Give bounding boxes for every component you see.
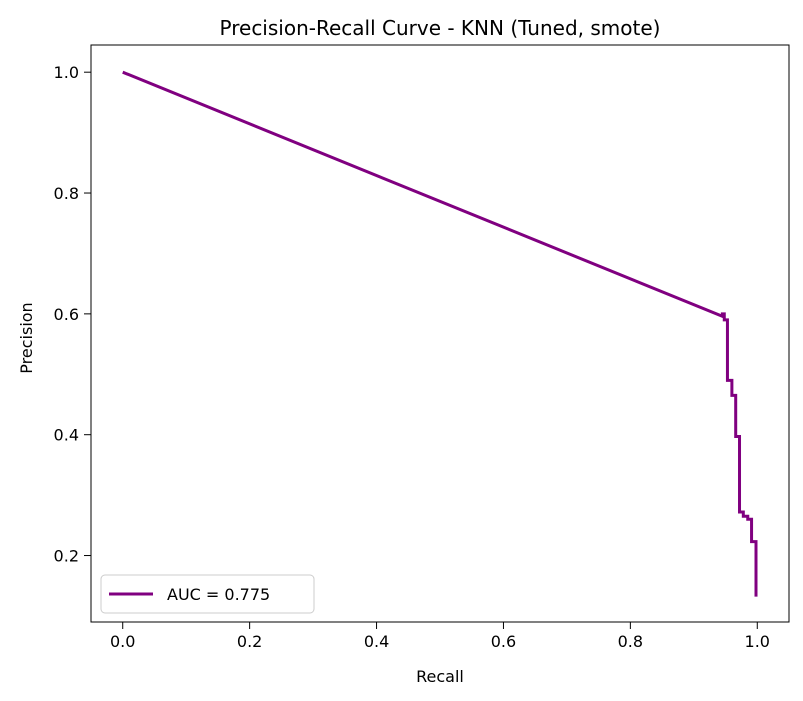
series-line-0 [122,70,758,597]
y-tick-label: 0.6 [54,305,79,324]
x-axis-label: Recall [416,667,464,686]
legend-label-0: AUC = 0.775 [167,585,270,604]
legend-layer: AUC = 0.775 [100,574,315,614]
x-tick-label: 0.8 [618,632,643,651]
x-tick-label: 1.0 [745,632,770,651]
x-tick-label: 0.2 [237,632,262,651]
plot-layer [91,45,789,622]
y-tick-label: 1.0 [54,63,79,82]
plot-frame [90,44,790,623]
y-tick-label: 0.8 [54,184,79,203]
x-tick-label: 0.6 [491,632,516,651]
x-tick-label: 0.4 [364,632,389,651]
plot-area [91,45,789,622]
legend-box [100,574,315,614]
axis-layer: 0.0 0.2 0.4 0.6 0.8 1.0 0.2 0.4 0.6 0.8 1.0 [54,44,790,651]
chart-title: Precision-Recall Curve - KNN (Tuned, smo… [220,16,661,40]
x-tick-label: 0.0 [110,632,135,651]
y-tick-label: 0.2 [54,547,79,566]
y-tick-label: 0.4 [54,426,79,445]
y-axis-label: Precision [17,302,36,373]
